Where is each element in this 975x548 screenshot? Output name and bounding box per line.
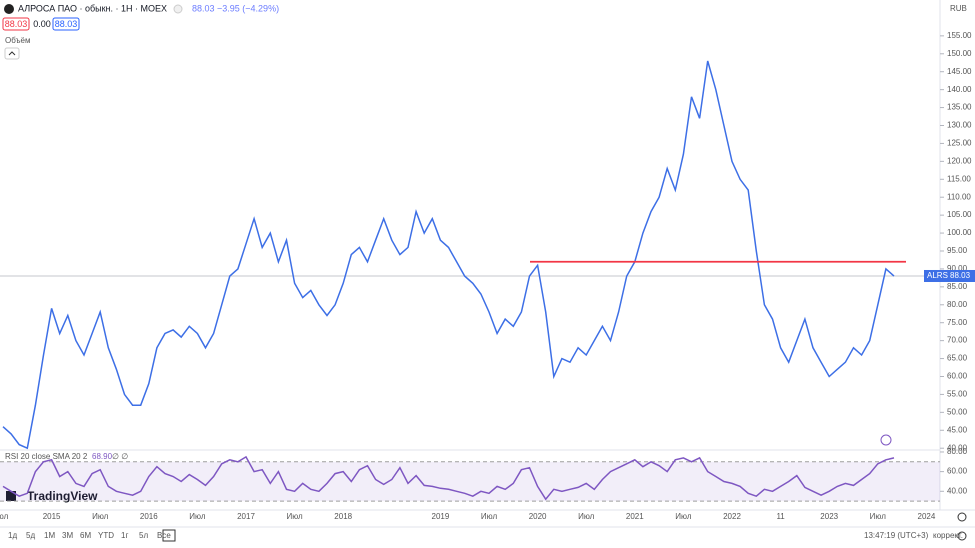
buy-box[interactable] [52, 17, 80, 31]
brand-logo [6, 491, 16, 501]
price-line [2, 60, 895, 450]
period-button[interactable]: 1г [121, 531, 128, 540]
rsi-tick-label: 80.00 [947, 447, 968, 456]
x-tick-label: 2024 [918, 512, 936, 521]
settings-icon[interactable] [957, 531, 967, 541]
rsi-extra: ∅ ∅ [112, 452, 128, 461]
time-settings-icon[interactable] [957, 512, 967, 522]
spread: 0.00 [33, 19, 51, 29]
y-tick-label: 45.00 [947, 425, 968, 434]
y-tick-label: 135.00 [947, 103, 972, 112]
x-tick-label: Июл [675, 512, 692, 521]
y-tick-label: 100.00 [947, 228, 972, 237]
period-button[interactable]: 3М [62, 531, 73, 540]
y-tick-label: 70.00 [947, 336, 968, 345]
y-tick-label: 145.00 [947, 67, 972, 76]
y-tick-label: 60.00 [947, 372, 968, 381]
x-tick-label: Июл [189, 512, 206, 521]
volume-label: Объём [5, 36, 31, 45]
y-tick-label: 50.00 [947, 407, 968, 416]
adjust[interactable]: коррект. [933, 531, 963, 540]
calendar-icon[interactable] [162, 529, 176, 542]
symbol-title: АЛРОСА ПАО · обыкн. · 1Н · MOEX [18, 3, 167, 13]
y-tick-label: 55.00 [947, 390, 968, 399]
y-tick-label: 130.00 [947, 121, 972, 130]
y-tick-label: 80.00 [947, 300, 968, 309]
y-tick-label: 140.00 [947, 85, 972, 94]
collapse-button[interactable] [4, 47, 20, 60]
y-tick-label: 155.00 [947, 31, 972, 40]
x-tick-label: 2016 [140, 512, 158, 521]
x-tick-label: 2021 [626, 512, 644, 521]
currency[interactable]: RUB [950, 4, 967, 13]
clock: 13:47:19 (UTC+3) [864, 531, 929, 540]
y-tick-label: 40.00 [947, 443, 968, 452]
x-tick-label: 2023 [820, 512, 838, 521]
rsi-tick-label: 60.00 [947, 467, 968, 476]
ticker-label: ALRS [927, 271, 948, 280]
rsi-legend: RSI 20 close SMA 20 2 [5, 452, 88, 461]
period-button[interactable]: YTD [98, 531, 114, 540]
buy-price[interactable]: 88.03 [55, 19, 78, 29]
period-button[interactable]: 6М [80, 531, 91, 540]
period-button[interactable]: 1М [44, 531, 55, 540]
y-tick-label: 120.00 [947, 156, 972, 165]
x-tick-label: Июл [286, 512, 303, 521]
sell-box[interactable] [2, 17, 30, 31]
symbol-logo [4, 4, 14, 14]
brand: TradingView [27, 489, 98, 503]
last-price-box [924, 269, 975, 282]
price-change: 88.03 −3.95 (−4.29%) [192, 3, 279, 13]
rsi-tick-label: 40.00 [947, 486, 968, 495]
x-tick-label: 2018 [334, 512, 352, 521]
y-tick-label: 110.00 [947, 192, 971, 201]
x-tick-label: 2015 [43, 512, 61, 521]
y-tick-label: 65.00 [947, 354, 968, 363]
period-button[interactable]: 5л [139, 531, 148, 540]
sell-price[interactable]: 88.03 [5, 19, 28, 29]
y-tick-label: 115.00 [947, 174, 971, 183]
y-tick-label: 90.00 [947, 264, 968, 273]
period-button[interactable]: Все [157, 531, 171, 540]
y-tick-label: 85.00 [947, 282, 968, 291]
x-tick-label: Июл [92, 512, 109, 521]
period-button[interactable]: 5д [26, 531, 35, 540]
x-tick-label: Июл [578, 512, 595, 521]
x-tick-label: 2019 [432, 512, 450, 521]
x-tick-label: 2020 [529, 512, 547, 521]
period-button[interactable]: 1д [8, 531, 17, 540]
y-tick-label: 105.00 [947, 210, 972, 219]
x-tick-label: 2022 [723, 512, 741, 521]
x-tick-label: 2017 [237, 512, 255, 521]
x-tick-label: юл [0, 512, 9, 521]
last-price-label: 88.03 [950, 271, 971, 280]
y-tick-label: 150.00 [947, 49, 972, 58]
y-tick-label: 95.00 [947, 246, 968, 255]
rsi-value: 68.90 [92, 452, 113, 461]
alert-icon[interactable] [880, 434, 892, 446]
x-tick-label: Июл [481, 512, 498, 521]
y-tick-label: 75.00 [947, 318, 968, 327]
rsi-line [2, 455, 895, 501]
market-status [173, 4, 183, 14]
y-tick-label: 125.00 [947, 139, 972, 148]
x-tick-label: 11 [776, 512, 785, 521]
collapse-icon [8, 51, 16, 56]
x-tick-label: Июл [870, 512, 887, 521]
